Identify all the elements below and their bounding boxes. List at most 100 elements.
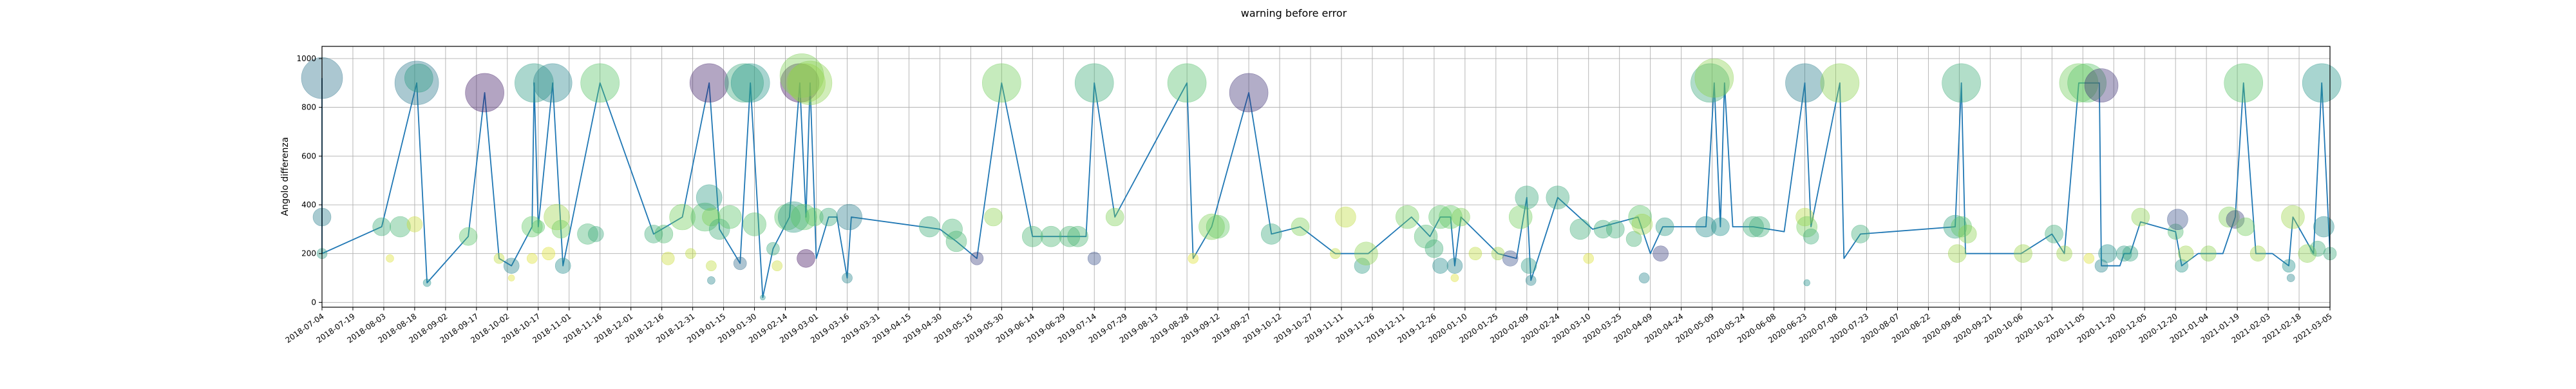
- scatter-point: [805, 207, 824, 227]
- scatter-point: [1515, 185, 1539, 210]
- scatter-point: [1520, 258, 1537, 274]
- scatter-point: [2175, 259, 2188, 273]
- scatter-point: [2014, 244, 2032, 263]
- scatter-point: [778, 201, 810, 233]
- y-tick-label: 800: [301, 103, 316, 112]
- scatter-point: [1569, 218, 1591, 240]
- scatter-point: [1040, 225, 1062, 247]
- scatter-point: [644, 225, 663, 243]
- scatter-point: [786, 63, 826, 103]
- scatter-point: [2219, 206, 2240, 228]
- scatter-point: [842, 272, 853, 283]
- scatter-point: [982, 63, 1021, 103]
- scatter-point: [1198, 213, 1225, 240]
- scatter-point: [465, 73, 504, 113]
- scatter-point: [1711, 217, 1730, 236]
- scatter-point: [1606, 220, 1625, 239]
- scatter-point: [689, 63, 729, 103]
- scatter-point: [836, 204, 862, 231]
- scatter-point: [521, 216, 543, 238]
- scatter-point: [587, 226, 604, 242]
- series-line: [321, 78, 2331, 298]
- y-axis-ticks: 0 200 400 600 800 1000: [296, 54, 322, 307]
- y-tick-label: 600: [301, 151, 316, 160]
- scatter-point: [1291, 217, 1310, 236]
- scatter-point: [669, 204, 696, 231]
- scatter-point: [1335, 206, 1356, 228]
- scatter-point: [1958, 225, 1977, 243]
- scatter-point: [654, 225, 674, 243]
- scatter-point: [577, 223, 598, 245]
- scatter-point: [743, 212, 766, 236]
- scatter-point: [1638, 272, 1650, 283]
- scatter-point: [1743, 216, 1764, 238]
- scatter-point: [2131, 207, 2150, 227]
- scatter-point: [2286, 274, 2295, 282]
- y-tick-label: 400: [301, 200, 316, 209]
- scatter-point: [1951, 216, 1972, 238]
- scatter-point: [1022, 225, 1043, 247]
- scatter-point: [2067, 63, 2107, 103]
- scatter-point: [580, 63, 620, 103]
- plot-frame: [321, 46, 2331, 308]
- scatter-point: [542, 247, 556, 261]
- scatter-point: [1330, 248, 1341, 260]
- scatter-point: [717, 205, 742, 229]
- scatter-point: [422, 278, 431, 287]
- scatter-point: [1628, 205, 1652, 229]
- scatter-point: [1695, 216, 1717, 238]
- scatter-point: [2313, 216, 2334, 238]
- scatter-point: [1432, 258, 1448, 274]
- scatter-point: [1796, 216, 1817, 238]
- scatter-point: [551, 220, 571, 239]
- scatter-point: [1748, 216, 1770, 238]
- scatter-point: [2122, 245, 2139, 262]
- scatter-point: [1206, 214, 1230, 239]
- scatter-point: [945, 231, 967, 252]
- scatter-point: [2226, 210, 2245, 229]
- scatter-point: [1785, 63, 1824, 103]
- scatter-point: [760, 294, 766, 301]
- chart-title: warning before error: [1241, 7, 1347, 19]
- scatter-point: [533, 63, 573, 103]
- scatter-point: [1167, 63, 1207, 103]
- scatter-point: [1425, 239, 1444, 258]
- scatter-point: [1446, 258, 1463, 274]
- scatter-point: [696, 184, 723, 211]
- scatter-point: [2249, 245, 2266, 262]
- scatter-point: [1653, 245, 1669, 262]
- scatter-point: [1942, 63, 1981, 103]
- scatter-point: [507, 274, 515, 281]
- scatter-point: [1525, 275, 1537, 286]
- scatter-point: [372, 217, 392, 236]
- scatter-point: [1354, 242, 1378, 266]
- scatter-point: [788, 61, 833, 106]
- scatter-point: [544, 204, 570, 231]
- scatter-point: [1655, 217, 1674, 236]
- scatter-point: [1947, 244, 1967, 263]
- scatter-point: [708, 218, 730, 240]
- scatter-point: [724, 63, 764, 103]
- scatter-point: [1468, 247, 1482, 261]
- scatter-point: [1690, 63, 1730, 103]
- scatter-point: [1105, 207, 1124, 227]
- scatter-point: [1803, 228, 1819, 245]
- scatter-point: [531, 220, 545, 234]
- scatter-point: [733, 256, 747, 270]
- scatter-point: [1631, 213, 1653, 235]
- scatter-point: [1508, 205, 1533, 229]
- scatter-points-layer: [301, 53, 2342, 301]
- scatter-point: [919, 216, 940, 238]
- scatter-point: [1851, 225, 1870, 243]
- y-axis-label: Angolo differenza: [280, 137, 290, 216]
- scatter-point: [1087, 251, 1101, 265]
- scatter-point: [554, 258, 571, 274]
- scatter-point: [2282, 259, 2296, 273]
- scatter-point: [503, 258, 520, 274]
- scatter-point: [1502, 250, 1519, 267]
- scatter-point: [2281, 205, 2305, 229]
- scatter-point: [1795, 207, 1814, 227]
- scatter-point: [2084, 68, 2119, 102]
- scatter-point: [2309, 240, 2326, 257]
